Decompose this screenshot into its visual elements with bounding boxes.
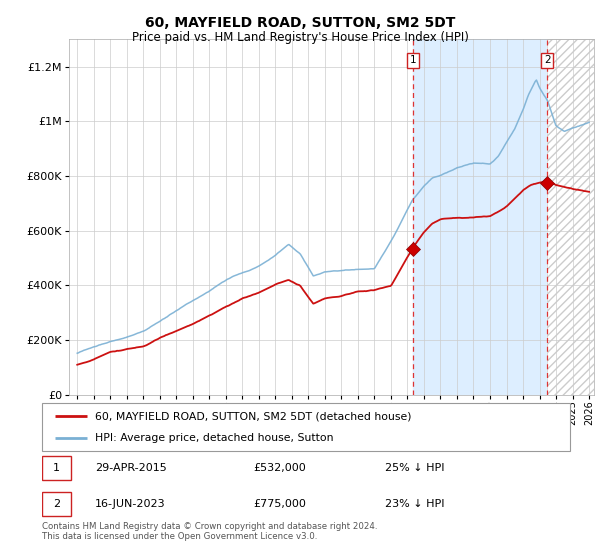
Bar — [547, 39, 594, 395]
FancyBboxPatch shape — [42, 492, 71, 516]
Text: 1: 1 — [53, 463, 60, 473]
Text: 23% ↓ HPI: 23% ↓ HPI — [385, 499, 445, 509]
Text: 2: 2 — [53, 499, 60, 509]
Text: 2: 2 — [544, 55, 550, 65]
Text: Contains HM Land Registry data © Crown copyright and database right 2024.
This d: Contains HM Land Registry data © Crown c… — [42, 522, 377, 542]
Text: 16-JUN-2023: 16-JUN-2023 — [95, 499, 166, 509]
Text: 25% ↓ HPI: 25% ↓ HPI — [385, 463, 445, 473]
Text: 1: 1 — [409, 55, 416, 65]
FancyBboxPatch shape — [42, 403, 570, 451]
Text: 60, MAYFIELD ROAD, SUTTON, SM2 5DT (detached house): 60, MAYFIELD ROAD, SUTTON, SM2 5DT (deta… — [95, 411, 412, 421]
Text: Price paid vs. HM Land Registry's House Price Index (HPI): Price paid vs. HM Land Registry's House … — [131, 31, 469, 44]
Text: 29-APR-2015: 29-APR-2015 — [95, 463, 167, 473]
Text: £532,000: £532,000 — [253, 463, 306, 473]
FancyBboxPatch shape — [42, 455, 71, 480]
Text: HPI: Average price, detached house, Sutton: HPI: Average price, detached house, Sutt… — [95, 433, 334, 443]
Text: 60, MAYFIELD ROAD, SUTTON, SM2 5DT: 60, MAYFIELD ROAD, SUTTON, SM2 5DT — [145, 16, 455, 30]
Text: £775,000: £775,000 — [253, 499, 306, 509]
Bar — [413, 39, 547, 395]
Bar — [547, 39, 594, 395]
